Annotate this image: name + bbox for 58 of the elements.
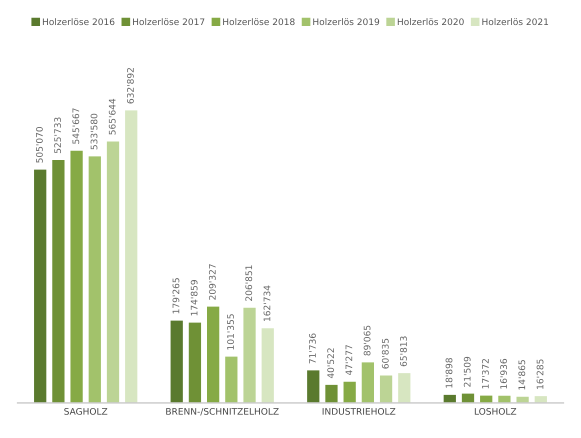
bar <box>242 306 258 403</box>
bar <box>69 149 84 403</box>
legend-label: Holzerlöse 2017 <box>133 18 204 26</box>
data-label: 71'736 <box>309 334 316 364</box>
data-label: 16'936 <box>500 358 508 389</box>
bar <box>224 355 239 403</box>
data-label: 179'265 <box>172 278 180 314</box>
data-label: 632'892 <box>127 68 134 104</box>
data-label: 533'580 <box>90 114 98 150</box>
legend-label: Holzerlöse 2018 <box>223 18 295 26</box>
x-tick-label: LOSHOLZ <box>474 408 516 415</box>
legend-label: Holzerlös 2021 <box>482 18 548 26</box>
data-label: 206'851 <box>245 265 252 301</box>
data-label: 47'277 <box>345 345 352 376</box>
data-label: 89'065 <box>364 326 370 356</box>
data-label: 21'509 <box>464 356 471 387</box>
data-label: 101'355 <box>227 314 234 350</box>
x-tick-label: INDUSTRIEHOLZ <box>322 408 396 415</box>
data-label: 14'865 <box>518 360 526 390</box>
bar <box>32 168 48 403</box>
bar <box>169 319 184 403</box>
data-label: 162'734 <box>264 286 270 321</box>
bar <box>360 360 376 403</box>
bar <box>105 140 121 403</box>
bar <box>324 383 339 403</box>
legend-label: Holzerlöse 2016 <box>42 18 114 26</box>
data-label: 545'667 <box>72 108 80 144</box>
legend-label: Holzerlös 2020 <box>398 18 464 26</box>
bar <box>187 321 202 403</box>
data-label: 40'522 <box>327 348 334 378</box>
bar <box>478 394 494 403</box>
legend-label: Holzerlös 2019 <box>313 18 380 26</box>
data-label: 174'859 <box>190 280 198 316</box>
x-tick-label: BRENN-/SCHNITZELHOLZ <box>166 408 279 416</box>
data-label: 18'898 <box>446 358 452 388</box>
bar <box>124 108 139 403</box>
data-label: 16'285 <box>536 359 544 389</box>
bar <box>533 394 548 403</box>
bar <box>460 392 476 403</box>
bar <box>442 394 458 403</box>
data-label: 525'733 <box>54 118 62 154</box>
data-label: 65'813 <box>400 336 407 366</box>
bar <box>378 374 394 403</box>
bar <box>206 305 221 403</box>
data-label: 209'327 <box>208 264 216 300</box>
data-label: 17'372 <box>482 359 489 388</box>
data-label: 60'835 <box>382 338 389 369</box>
x-tick-label: SAGHOLZ <box>64 408 108 415</box>
bar <box>260 326 276 403</box>
bar <box>396 372 412 403</box>
bar <box>515 395 530 403</box>
bar <box>496 394 512 403</box>
bar <box>306 369 321 403</box>
data-label: 565'644 <box>108 98 116 135</box>
data-label: 505'070 <box>36 126 43 163</box>
bar <box>50 158 66 403</box>
bar <box>342 380 358 403</box>
bar <box>87 154 102 403</box>
